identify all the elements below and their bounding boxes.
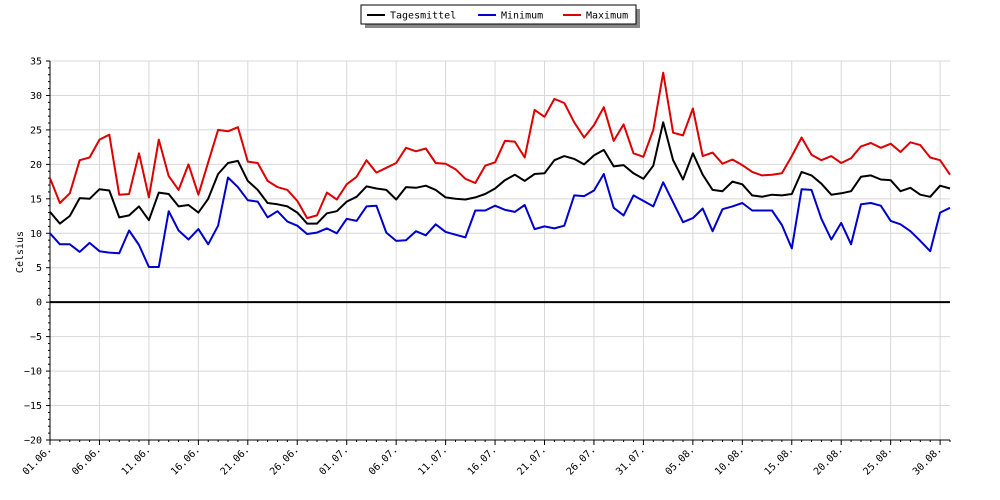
series-line-minimum (49, 173, 951, 268)
x-tick-label: 06.07. (367, 444, 400, 477)
x-tick-label: 26.07. (565, 444, 598, 477)
y-tick-label: 5 (36, 263, 42, 274)
y-tick-label: 30 (30, 91, 42, 102)
x-tick-label: 30.08. (911, 444, 944, 477)
legend-label-tagesmittel: Tagesmittel (390, 11, 456, 22)
x-tick-label: 15.08. (763, 444, 796, 477)
y-axis-label: Celsius (15, 231, 26, 273)
x-tick-label: 25.08. (861, 444, 894, 477)
y-tick-label: −20 (24, 436, 42, 447)
y-tick-label: −5 (30, 332, 42, 343)
x-tick-label: 16.06. (169, 444, 202, 477)
legend-box (360, 4, 637, 25)
x-tick-label: 11.06. (120, 444, 153, 477)
y-tick-label: 15 (30, 194, 42, 205)
y-tick-label: 10 (30, 229, 42, 240)
legend-label-maximum: Maximum (586, 11, 628, 22)
y-tick-label: 35 (30, 57, 42, 68)
y-tick-label: 25 (30, 125, 42, 136)
series-line-tagesmittel (49, 121, 951, 225)
x-tick-label: 20.08. (812, 444, 845, 477)
x-tick-label: 21.07. (515, 444, 548, 477)
x-tick-label: 01.07. (318, 444, 351, 477)
y-tick-label: 20 (30, 160, 42, 171)
x-tick-label: 16.07. (466, 444, 499, 477)
series-line-maximum (49, 71, 951, 220)
x-tick-label: 26.06. (268, 444, 301, 477)
legend: Tagesmittel Minimum Maximum (360, 4, 640, 28)
y-tick-label: −10 (24, 367, 42, 378)
x-tick-label: 21.06. (219, 444, 252, 477)
legend-label-minimum: Minimum (501, 11, 543, 22)
x-tick-label: 01.06. (21, 444, 54, 477)
x-tick-label: 05.08. (664, 444, 697, 477)
x-tick-label: 31.07. (614, 444, 647, 477)
x-tick-label: 11.07. (416, 444, 449, 477)
x-tick-label: 06.06. (70, 444, 103, 477)
x-tick-label: 10.08. (713, 444, 746, 477)
y-tick-label: −15 (24, 401, 42, 412)
y-tick-label: 0 (36, 298, 42, 309)
